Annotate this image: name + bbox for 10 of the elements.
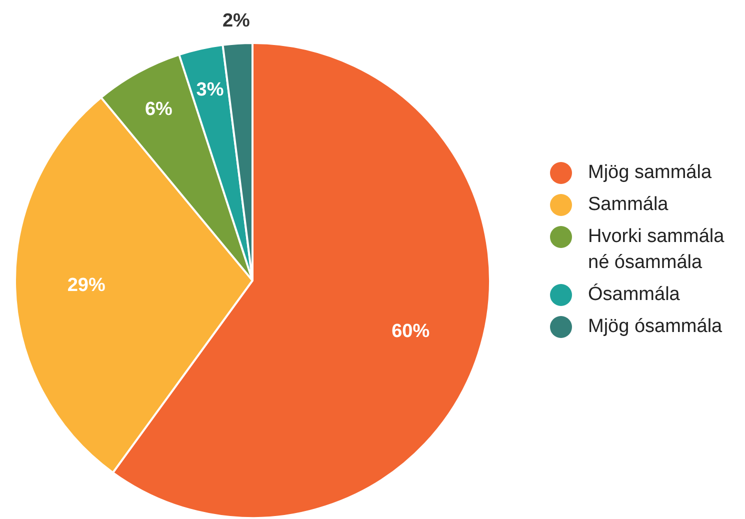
data-label: 29%: [67, 274, 106, 296]
data-label: 6%: [144, 99, 173, 120]
legend-label: Sammála: [588, 193, 668, 217]
legend-label: Ósammála: [588, 282, 680, 307]
data-label: 60%: [392, 321, 430, 342]
data-label: 3%: [196, 80, 224, 101]
legend-label: Hvorki sammála né ósammála: [588, 225, 726, 275]
legend-label: Mjög sammála: [588, 161, 712, 185]
legend-label: Mjög ósammála: [588, 315, 722, 339]
data-label: 2%: [222, 10, 250, 32]
